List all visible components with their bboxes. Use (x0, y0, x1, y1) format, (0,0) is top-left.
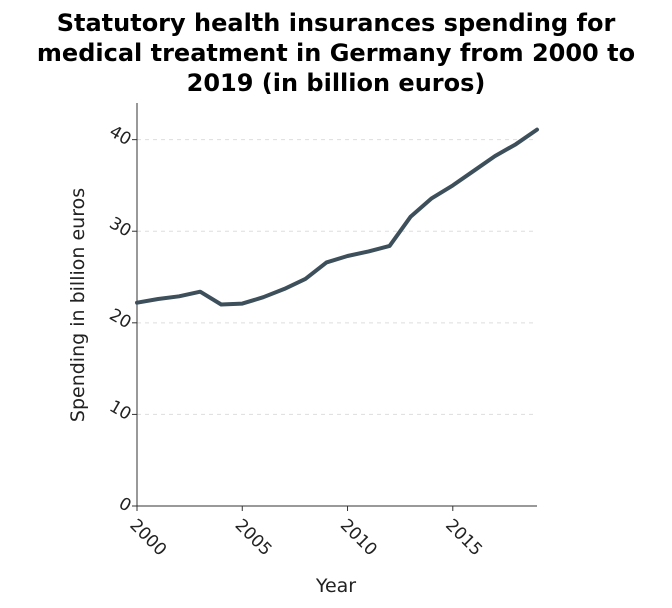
chart-title-line-3: 2019 (in billion euros) (187, 69, 486, 97)
x-tick-label-2010: 2010 (336, 515, 381, 560)
y-axis-ticks: 0 10 20 30 40 (106, 122, 137, 517)
x-tick-label-2000: 2000 (125, 515, 170, 560)
x-axis-ticks: 2000 2005 2010 2015 (125, 506, 486, 560)
chart-title-line-1: Statutory health insurances spending for (57, 9, 616, 37)
y-tick-label-20: 20 (106, 305, 135, 333)
chart-title: Statutory health insurances spending for… (37, 9, 635, 97)
y-axis-label: Spending in billion euros (67, 188, 89, 422)
x-tick-label-2005: 2005 (231, 515, 276, 560)
y-tick-label-30: 30 (106, 213, 135, 241)
x-axis-label: Year (315, 575, 356, 597)
x-tick-label-2015: 2015 (441, 515, 486, 560)
y-tick-label-40: 40 (106, 122, 135, 150)
gridlines (137, 139, 537, 415)
chart-title-line-2: medical treatment in Germany from 2000 t… (37, 39, 635, 67)
series-line (135, 127, 539, 307)
y-tick-label-0: 0 (115, 494, 134, 517)
y-tick-label-10: 10 (106, 397, 135, 425)
